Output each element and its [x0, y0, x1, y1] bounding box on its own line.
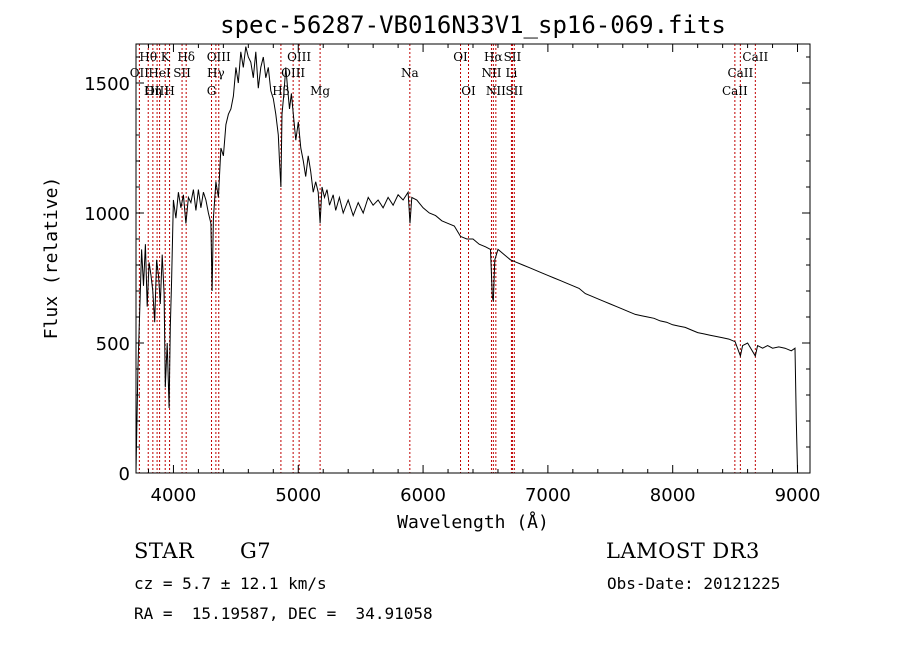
line-label: Mg [310, 84, 330, 98]
line-label: Li [506, 66, 518, 80]
line-label: OIII [281, 66, 305, 80]
plot-frame [135, 43, 811, 474]
y-axis-label: Flux (relative) [41, 177, 62, 340]
x-tick-label: 4000 [151, 485, 197, 506]
line-label: Hβ [272, 84, 289, 98]
survey-name: LAMOST DR3 [606, 539, 760, 563]
x-tick-label: 7000 [525, 485, 571, 506]
chart-title: spec-56287-VB016N33V1_sp16-069.fits [220, 11, 726, 39]
line-label: Hθ [139, 50, 157, 64]
y-tick-label: 1000 [84, 204, 130, 225]
line-label: NII [486, 84, 506, 98]
line-label: OIII [207, 50, 231, 64]
object-subclass: G7 [240, 539, 272, 563]
line-label: OII [130, 66, 150, 80]
line-label: Hδ [177, 50, 195, 64]
observation-date: Obs-Date: 20121225 [607, 574, 781, 593]
y-tick-label: 0 [119, 464, 130, 485]
line-label: Hγ [207, 66, 225, 80]
line-label: Na [401, 66, 419, 80]
line-label: OI [461, 84, 476, 98]
x-axis: 4000 5000 6000 7000 8000 9000 [147, 44, 821, 506]
y-tick-label: 500 [96, 334, 130, 355]
y-tick-label: 1500 [84, 74, 130, 95]
spectral-line-markers [138, 44, 756, 473]
line-label: Hη [144, 84, 162, 98]
y-axis: 0 500 1000 1500 [84, 56, 810, 485]
spectrum-chart: spec-56287-VB016N33V1_sp16-069.fits Hθ OI… [41, 11, 821, 533]
line-label: OIII [287, 50, 311, 64]
spectrum-line [135, 46, 798, 474]
line-label: OIII [145, 84, 169, 98]
line-label: SII [505, 84, 523, 98]
object-class: STAR [134, 539, 195, 563]
line-label: K [161, 50, 171, 64]
line-label: SII [504, 50, 522, 64]
line-label: HeI [148, 66, 171, 80]
line-label: NII [481, 66, 501, 80]
x-axis-label: Wavelength (Å) [397, 511, 549, 533]
redshift-info: cz = 5.7 ± 12.1 km/s [134, 574, 327, 593]
x-tick-label: 9000 [775, 485, 821, 506]
line-label: CaII [727, 66, 753, 80]
x-tick-label: 8000 [650, 485, 696, 506]
line-label: CaII [722, 84, 748, 98]
x-tick-label: 6000 [400, 485, 446, 506]
x-tick-label: 5000 [275, 485, 321, 506]
line-label: Hα [484, 50, 503, 64]
line-label: OI [453, 50, 468, 64]
line-label: SII [173, 66, 191, 80]
line-label: G [207, 84, 217, 98]
line-label: CaII [742, 50, 768, 64]
coordinates: RA = 15.19587, DEC = 34.91058 [134, 604, 433, 623]
line-label: H [164, 84, 174, 98]
